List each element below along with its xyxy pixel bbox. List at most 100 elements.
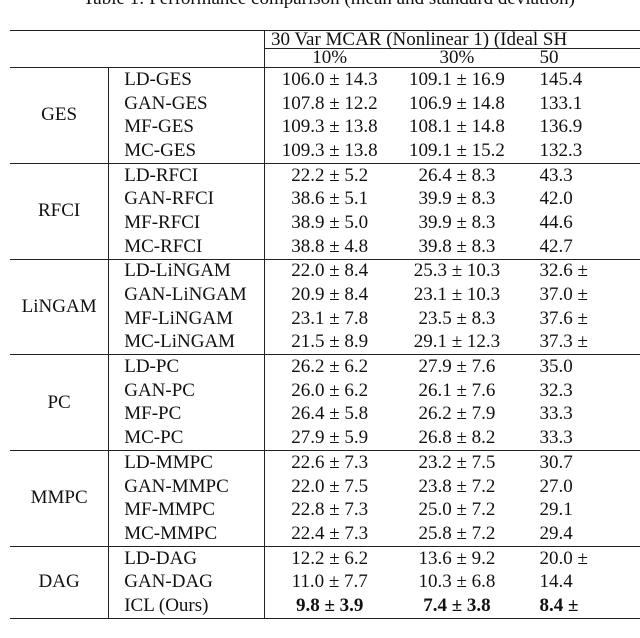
value-50: 33.3: [539, 427, 573, 449]
table-row: RFCI LD-RFCI 22.2 ± 5.2 26.4 ± 8.3 43.3: [10, 162, 640, 260]
method-name: LD-PC: [108, 354, 265, 379]
method-name: MF-MMPC: [108, 498, 265, 523]
method-name: LD-RFCI: [108, 162, 265, 188]
table-caption: Table 1: Performance comparison (mean an…: [0, 0, 640, 10]
value-30: 39.8 ± 8.3: [418, 235, 496, 257]
group-label: MMPC: [10, 450, 110, 547]
value-50: 132.3: [539, 139, 583, 161]
value-30: 25.0 ± 7.2: [418, 499, 496, 521]
column-header-10: 10%: [264, 48, 395, 68]
method-name: MF-RFCI: [108, 211, 265, 235]
method-name: GAN-GES: [108, 91, 265, 116]
value-30: 26.2 ± 7.9: [418, 403, 496, 425]
method-name: ICL (Ours): [108, 594, 265, 619]
value-10: 26.4 ± 5.8: [291, 403, 369, 425]
table-row: MMPC LD-MMPC 22.6 ± 7.3 23.2 ± 7.5 30.7: [10, 449, 640, 547]
value-10: 22.8 ± 7.3: [291, 499, 369, 521]
method-name: LD-MMPC: [108, 449, 265, 475]
value-30: 13.6 ± 9.2: [394, 545, 520, 571]
group-label: RFCI: [10, 162, 110, 260]
table-row: MC-PC 27.9 ± 5.9 26.8 ± 8.2 33.3: [10, 426, 640, 451]
value-10: 38.9 ± 5.0: [291, 211, 369, 233]
value-50: 37.3 ±: [539, 331, 588, 353]
table-row: MF-MMPC 22.8 ± 7.3 25.0 ± 7.2 29.1: [10, 498, 640, 523]
table-row: MC-LiNGAM 21.5 ± 8.9 29.1 ± 12.3 37.3 ±: [10, 330, 640, 355]
table-row: MC-MMPC 22.4 ± 7.3 25.8 ± 7.2 29.4: [10, 522, 640, 547]
method-name: MC-MMPC: [108, 522, 265, 547]
value-30: 10.3 ± 6.8: [418, 571, 496, 593]
value-30: 108.1 ± 14.8: [408, 116, 505, 138]
value-10: 22.6 ± 7.3: [264, 449, 395, 475]
table-row: MC-GES 109.3 ± 13.8 109.1 ± 15.2 132.3: [10, 139, 640, 164]
value-30: 26.4 ± 8.3: [394, 162, 520, 188]
value-10: 109.3 ± 13.8: [281, 139, 378, 161]
value-30: 39.9 ± 8.3: [418, 188, 496, 210]
value-50: 8.4 ±: [519, 594, 640, 619]
value-50: 32.3: [539, 379, 573, 401]
value-10: 22.4 ± 7.3: [291, 522, 369, 544]
value-10-bold: 9.8 ± 3.9: [295, 594, 364, 616]
value-50: 37.0 ±: [539, 284, 588, 306]
value-10: 9.8 ± 3.9: [264, 594, 395, 619]
table-row: MC-RFCI 38.8 ± 4.8 39.8 ± 8.3 42.7: [10, 234, 640, 259]
value-10: 22.0 ± 7.5: [291, 475, 369, 497]
column-header-50: 50: [519, 48, 640, 68]
value-30: 23.1 ± 10.3: [413, 284, 501, 306]
method-name: MF-GES: [108, 115, 265, 140]
method-name: GAN-PC: [108, 378, 265, 403]
value-30: 109.1 ± 16.9: [394, 66, 520, 92]
value-30: 7.4 ± 3.8: [394, 594, 520, 619]
method-name: GAN-LiNGAM: [108, 283, 265, 307]
value-10: 106.0 ± 14.3: [264, 66, 395, 92]
value-50: 37.6 ±: [539, 307, 588, 329]
value-10: 38.6 ± 5.1: [291, 188, 369, 210]
value-30-bold: 7.4 ± 3.8: [423, 594, 491, 616]
value-30: 39.9 ± 8.3: [418, 211, 496, 233]
value-50: 30.7: [519, 449, 640, 475]
value-30: 23.2 ± 7.5: [394, 449, 520, 475]
table-row: GAN-LiNGAM 20.9 ± 8.4 23.1 ± 10.3 37.0 ±: [10, 283, 640, 307]
method-name: LD-LiNGAM: [108, 258, 265, 284]
method-name: MF-LiNGAM: [108, 306, 265, 331]
value-10: 21.5 ± 8.9: [291, 331, 369, 353]
value-50: 33.3: [539, 403, 573, 425]
table-row: DAG LD-DAG 12.2 ± 6.2 13.6 ± 9.2 20.0 ±: [10, 545, 640, 619]
method-name: MC-LiNGAM: [108, 330, 265, 355]
value-30: 109.1 ± 15.2: [408, 139, 505, 161]
table-row: MF-LiNGAM 23.1 ± 7.8 23.5 ± 8.3 37.6 ±: [10, 306, 640, 331]
value-10: 12.2 ± 6.2: [264, 545, 395, 571]
value-50: 136.9: [539, 116, 583, 138]
column-group-header: 30 Var MCAR (Nonlinear 1) (Ideal SH: [264, 30, 640, 49]
header-row-group: 30 Var MCAR (Nonlinear 1) (Ideal SH: [10, 30, 640, 49]
value-30: 29.1 ± 12.3: [413, 331, 501, 353]
value-30: 25.8 ± 7.2: [418, 522, 496, 544]
value-10: 109.3 ± 13.8: [281, 116, 378, 138]
value-50: 35.0: [519, 354, 640, 379]
value-50: 29.4: [539, 522, 573, 544]
method-name: MF-PC: [108, 402, 265, 427]
value-50: 27.0: [539, 475, 573, 497]
value-10: 11.0 ± 7.7: [291, 571, 368, 593]
value-50-bold: 8.4 ±: [539, 594, 579, 616]
method-name: MC-GES: [108, 139, 265, 164]
value-30: 23.8 ± 7.2: [418, 475, 496, 497]
group-label: DAG: [10, 545, 110, 619]
method-name: MC-PC: [108, 426, 265, 451]
table-row: GAN-PC 26.0 ± 6.2 26.1 ± 7.6 32.3: [10, 378, 640, 403]
value-50: 42.7: [539, 235, 573, 257]
table-row: MF-GES 109.3 ± 13.8 108.1 ± 14.8 136.9: [10, 115, 640, 140]
value-30: 26.1 ± 7.6: [418, 379, 496, 401]
value-10: 26.2 ± 6.2: [264, 354, 395, 379]
method-name: GAN-MMPC: [108, 474, 265, 499]
value-50: 42.0: [539, 188, 573, 210]
value-10: 23.1 ± 7.8: [291, 307, 369, 329]
value-30: 23.5 ± 8.3: [418, 307, 496, 329]
value-50: 29.1: [539, 499, 573, 521]
method-name: LD-DAG: [108, 545, 265, 571]
method-name: GAN-DAG: [108, 570, 265, 595]
value-50: 133.1: [539, 92, 583, 114]
table-row: GAN-RFCI 38.6 ± 5.1 39.9 ± 8.3 42.0: [10, 187, 640, 212]
value-30: 27.9 ± 7.6: [394, 354, 520, 379]
value-10: 22.2 ± 5.2: [264, 162, 395, 188]
header-row-columns: 10% 30% 50: [10, 48, 640, 68]
